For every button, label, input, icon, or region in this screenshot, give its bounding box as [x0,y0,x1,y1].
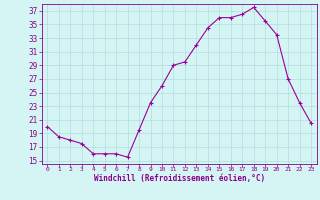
X-axis label: Windchill (Refroidissement éolien,°C): Windchill (Refroidissement éolien,°C) [94,174,265,183]
